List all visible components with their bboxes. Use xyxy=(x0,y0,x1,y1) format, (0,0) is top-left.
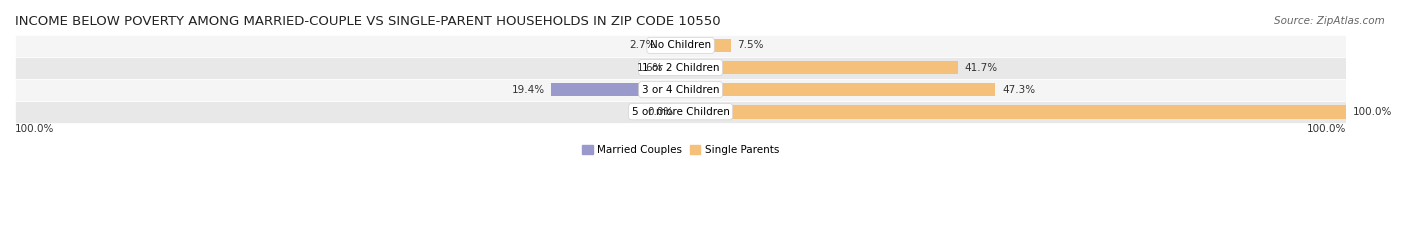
Bar xyxy=(662,39,681,52)
Bar xyxy=(551,83,681,96)
Text: INCOME BELOW POVERTY AMONG MARRIED-COUPLE VS SINGLE-PARENT HOUSEHOLDS IN ZIP COD: INCOME BELOW POVERTY AMONG MARRIED-COUPL… xyxy=(15,15,721,28)
Bar xyxy=(681,61,957,74)
Text: 1 or 2 Children: 1 or 2 Children xyxy=(641,62,720,72)
Text: 100.0%: 100.0% xyxy=(1353,107,1392,117)
Legend: Married Couples, Single Parents: Married Couples, Single Parents xyxy=(578,141,783,159)
Text: 100.0%: 100.0% xyxy=(1306,124,1346,134)
FancyBboxPatch shape xyxy=(15,57,1346,79)
Text: 3 or 4 Children: 3 or 4 Children xyxy=(641,85,720,95)
FancyBboxPatch shape xyxy=(15,79,1346,101)
Bar xyxy=(669,61,681,74)
Text: 19.4%: 19.4% xyxy=(512,85,544,95)
Text: 7.5%: 7.5% xyxy=(737,41,763,51)
Text: 0.0%: 0.0% xyxy=(648,107,673,117)
Text: No Children: No Children xyxy=(650,41,711,51)
Text: 100.0%: 100.0% xyxy=(15,124,55,134)
FancyBboxPatch shape xyxy=(15,101,1346,123)
FancyBboxPatch shape xyxy=(15,35,1346,57)
Text: 47.3%: 47.3% xyxy=(1002,85,1035,95)
Bar xyxy=(681,105,1346,119)
Text: 41.7%: 41.7% xyxy=(965,62,998,72)
Bar xyxy=(681,83,995,96)
Text: 5 or more Children: 5 or more Children xyxy=(631,107,730,117)
Text: Source: ZipAtlas.com: Source: ZipAtlas.com xyxy=(1274,16,1385,26)
Text: 1.6%: 1.6% xyxy=(637,62,664,72)
Bar xyxy=(681,39,731,52)
Text: 2.7%: 2.7% xyxy=(630,41,657,51)
